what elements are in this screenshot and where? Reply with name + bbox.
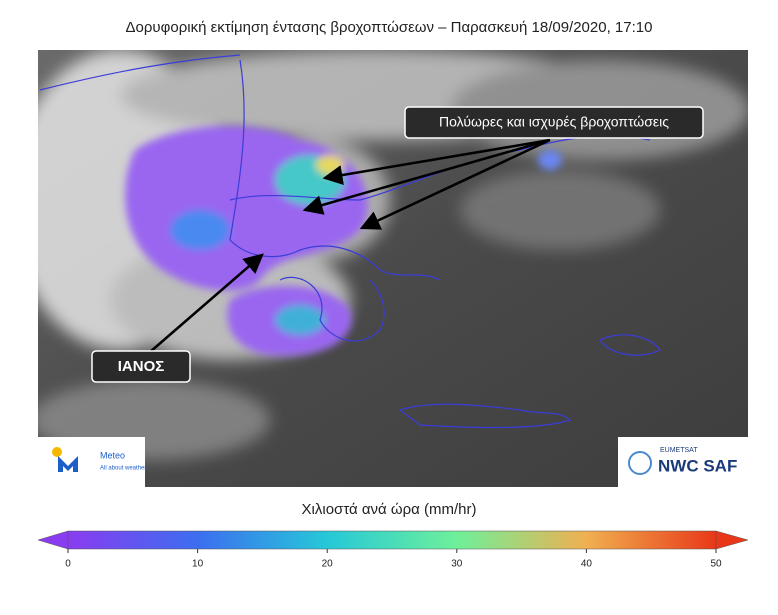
annotation: ΙΑΝΟΣ bbox=[118, 358, 165, 375]
colorbar-tick-label: 0 bbox=[65, 559, 71, 570]
colorbar-tick-label: 50 bbox=[710, 559, 722, 570]
colorbar-tick-label: 20 bbox=[322, 559, 334, 570]
annotation-arrows bbox=[149, 138, 551, 353]
logo-text: Meteo bbox=[100, 450, 125, 460]
colorbar bbox=[37, 530, 749, 550]
colorbar-tick-label: 10 bbox=[192, 559, 204, 570]
logo-meteo: Meteo All about weather bbox=[38, 437, 146, 487]
logo-org: EUMETSAT bbox=[660, 447, 698, 454]
logo-nwcsaf: EUMETSAT NWC SAF bbox=[618, 437, 748, 487]
annotation-box bbox=[91, 350, 191, 383]
colorbar-tick-label: 30 bbox=[451, 559, 463, 570]
colorbar-label: Χιλιοστά ανά ώρα (mm/hr) bbox=[302, 501, 477, 518]
logo-tagline: All about weather bbox=[100, 466, 146, 472]
annotation: Πολύωρες και ισχυρές βροχοπτώσεις bbox=[439, 114, 669, 130]
title: Δορυφορική εκτίμηση έντασης βροχοπτώσεων… bbox=[126, 19, 653, 36]
annotation-box bbox=[404, 106, 704, 139]
logo-text: NWC SAF bbox=[658, 456, 737, 475]
colorbar-tick-label: 40 bbox=[581, 559, 593, 570]
